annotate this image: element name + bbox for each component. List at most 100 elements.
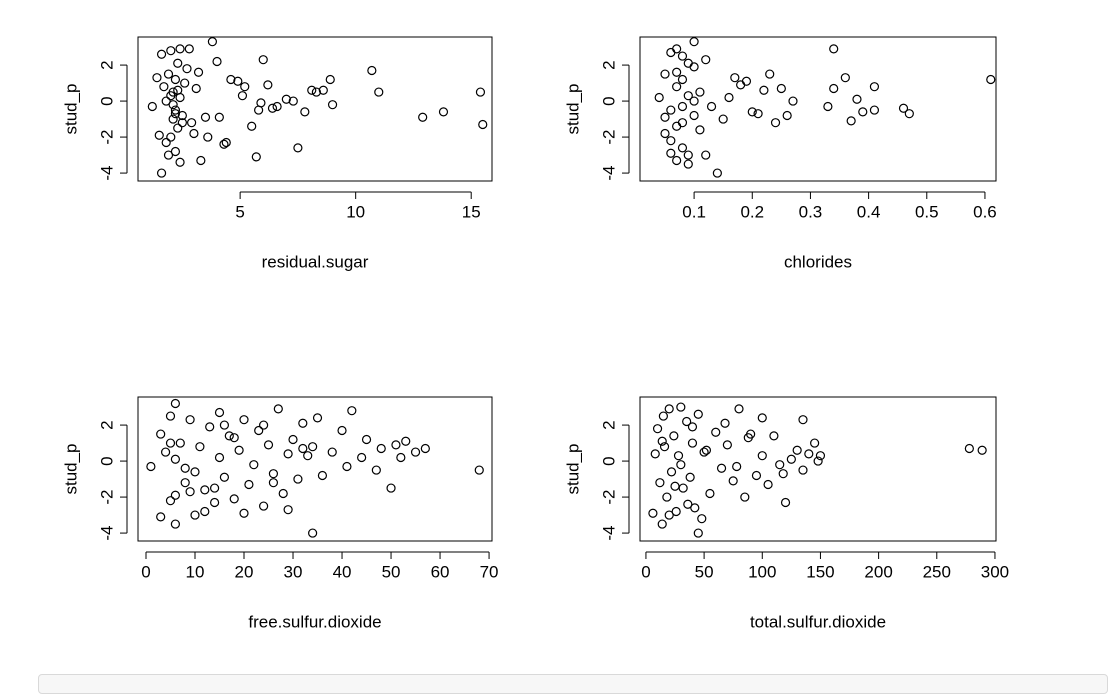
point [770, 118, 781, 128]
x-tick-label: 250 [923, 562, 951, 581]
y-tick-label: 2 [97, 420, 116, 429]
point [689, 37, 699, 47]
x-axis-label: free.sulfur.dioxide [248, 612, 381, 631]
point [666, 467, 677, 477]
point [203, 132, 213, 142]
point [711, 427, 721, 437]
point [182, 64, 192, 74]
point [685, 472, 695, 482]
point [184, 44, 194, 54]
y-axis-label: stud_p [563, 443, 582, 494]
point [193, 67, 204, 77]
y-tick-label: -2 [97, 490, 116, 505]
point [166, 132, 176, 142]
plot-box [639, 396, 997, 542]
point [187, 118, 197, 128]
point [196, 155, 206, 166]
x-tick-label: 150 [806, 562, 834, 581]
point [654, 92, 664, 103]
point [298, 443, 308, 454]
x-axis-label: residual.sugar [262, 252, 369, 271]
point [701, 445, 712, 455]
point [327, 447, 337, 457]
x-tick-label: 0.6 [973, 202, 997, 221]
x-tick-label: 0 [641, 562, 650, 581]
point [160, 447, 171, 457]
point [396, 452, 406, 463]
point [156, 512, 166, 522]
point [170, 519, 180, 529]
point [765, 69, 775, 79]
point [173, 123, 183, 133]
point [219, 420, 230, 430]
point [207, 37, 218, 47]
point [185, 487, 195, 497]
y-axis-label: stud_p [61, 443, 80, 494]
point [308, 528, 318, 538]
x-axis-label: total.sulfur.dioxide [750, 612, 886, 631]
point [898, 103, 909, 113]
plot-box [137, 396, 493, 542]
point [683, 150, 693, 160]
point [810, 438, 820, 448]
point [357, 452, 367, 463]
point [185, 415, 195, 425]
point [730, 73, 740, 83]
point [256, 98, 266, 108]
x-tick-label: 50 [695, 562, 714, 581]
scatter-panel: 0 10 20 30 40 50 60 70 -4 -2 0 2 free.sulfur.dioxide… [61, 396, 499, 631]
point [214, 407, 225, 418]
x-tick-label: 70 [480, 562, 499, 581]
point [672, 82, 682, 92]
point [281, 94, 291, 104]
point [722, 440, 732, 450]
point [177, 118, 187, 128]
point [732, 461, 742, 472]
point [170, 109, 181, 119]
x-tick-label: 15 [462, 202, 481, 221]
point [154, 130, 164, 140]
point [751, 470, 762, 481]
point [677, 143, 688, 153]
point [682, 416, 692, 427]
point [438, 107, 449, 117]
point [678, 483, 688, 493]
point [190, 467, 200, 477]
point [695, 125, 705, 135]
point [852, 94, 862, 104]
y-tick-label: 2 [599, 420, 618, 429]
point [829, 83, 839, 94]
point [221, 137, 231, 148]
point [677, 51, 688, 61]
x-tick-label: 20 [235, 562, 254, 581]
point [298, 418, 308, 428]
point [672, 155, 682, 166]
x-tick-label: 0.3 [799, 202, 823, 221]
point [168, 100, 178, 110]
point [672, 67, 682, 77]
point [666, 148, 676, 158]
point [233, 76, 243, 86]
point [657, 436, 667, 446]
point [664, 510, 674, 520]
point [212, 56, 222, 67]
point [798, 465, 808, 475]
point [776, 83, 786, 94]
point [249, 460, 259, 470]
point [205, 422, 215, 432]
point [300, 107, 310, 117]
point [687, 422, 698, 432]
point [660, 128, 670, 139]
point [701, 55, 711, 65]
point [846, 116, 856, 126]
point [170, 454, 180, 464]
point [792, 445, 802, 455]
point [788, 96, 798, 106]
point [170, 490, 180, 500]
x-tick-label: 0.5 [915, 202, 939, 221]
point [210, 497, 220, 508]
x-tick-label: 50 [382, 562, 401, 581]
x-tick-label: 0 [141, 562, 150, 581]
point [272, 101, 282, 112]
point [259, 420, 269, 430]
